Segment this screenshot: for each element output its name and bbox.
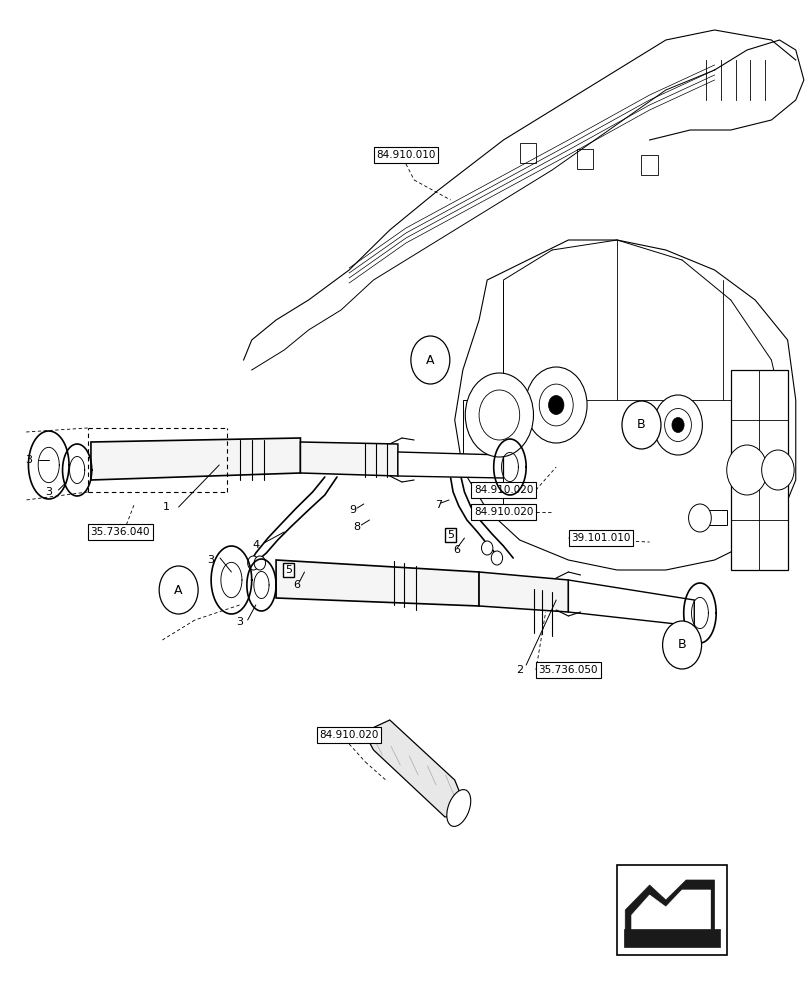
Text: 6: 6	[293, 580, 299, 590]
Circle shape	[761, 450, 793, 490]
Text: 6: 6	[453, 545, 459, 555]
Circle shape	[688, 504, 710, 532]
Text: 39.101.010: 39.101.010	[570, 533, 630, 543]
Circle shape	[491, 551, 502, 565]
Text: 2: 2	[516, 665, 522, 675]
Circle shape	[621, 401, 660, 449]
Text: 5: 5	[447, 530, 453, 540]
Text: 5: 5	[285, 565, 291, 575]
Text: 3: 3	[25, 455, 32, 465]
Polygon shape	[397, 452, 503, 478]
Circle shape	[548, 395, 563, 414]
Polygon shape	[706, 510, 726, 525]
Text: 7: 7	[435, 500, 441, 510]
Text: 1: 1	[163, 502, 169, 512]
Circle shape	[254, 556, 265, 570]
Polygon shape	[300, 442, 397, 476]
Circle shape	[410, 336, 449, 384]
Text: 84.910.010: 84.910.010	[375, 150, 436, 160]
Polygon shape	[631, 890, 710, 943]
Text: 3: 3	[236, 617, 242, 627]
Polygon shape	[519, 143, 535, 163]
Circle shape	[653, 395, 702, 455]
Circle shape	[671, 418, 683, 432]
Polygon shape	[276, 560, 478, 606]
Circle shape	[481, 541, 492, 555]
Text: A: A	[426, 354, 434, 366]
Text: 8: 8	[354, 522, 360, 532]
Text: 84.910.020: 84.910.020	[473, 485, 533, 495]
Circle shape	[662, 621, 701, 669]
Bar	[616, 865, 726, 955]
Polygon shape	[462, 400, 503, 470]
Text: 35.736.050: 35.736.050	[538, 665, 598, 675]
Polygon shape	[624, 880, 714, 945]
Text: B: B	[677, 639, 685, 652]
Polygon shape	[576, 149, 592, 169]
Circle shape	[726, 445, 766, 495]
Polygon shape	[730, 370, 787, 570]
Text: 4: 4	[252, 540, 259, 550]
Circle shape	[159, 566, 198, 614]
Text: 35.736.040: 35.736.040	[90, 527, 150, 537]
Text: 9: 9	[350, 505, 356, 515]
Text: 84.910.020: 84.910.020	[319, 730, 379, 740]
Text: 84.910.020: 84.910.020	[473, 507, 533, 517]
Ellipse shape	[446, 790, 470, 826]
Polygon shape	[568, 580, 693, 626]
Circle shape	[465, 373, 533, 457]
Polygon shape	[454, 240, 795, 570]
Text: B: B	[637, 418, 645, 432]
Polygon shape	[641, 155, 657, 175]
Text: 3: 3	[208, 555, 214, 565]
Polygon shape	[91, 438, 300, 480]
Circle shape	[478, 390, 519, 440]
Text: A: A	[174, 584, 182, 596]
Polygon shape	[363, 720, 462, 817]
Circle shape	[539, 384, 573, 426]
Circle shape	[247, 556, 259, 570]
Circle shape	[525, 367, 586, 443]
Bar	[623, 929, 719, 947]
Circle shape	[663, 408, 690, 442]
Polygon shape	[478, 572, 568, 612]
Text: 3: 3	[45, 487, 52, 497]
